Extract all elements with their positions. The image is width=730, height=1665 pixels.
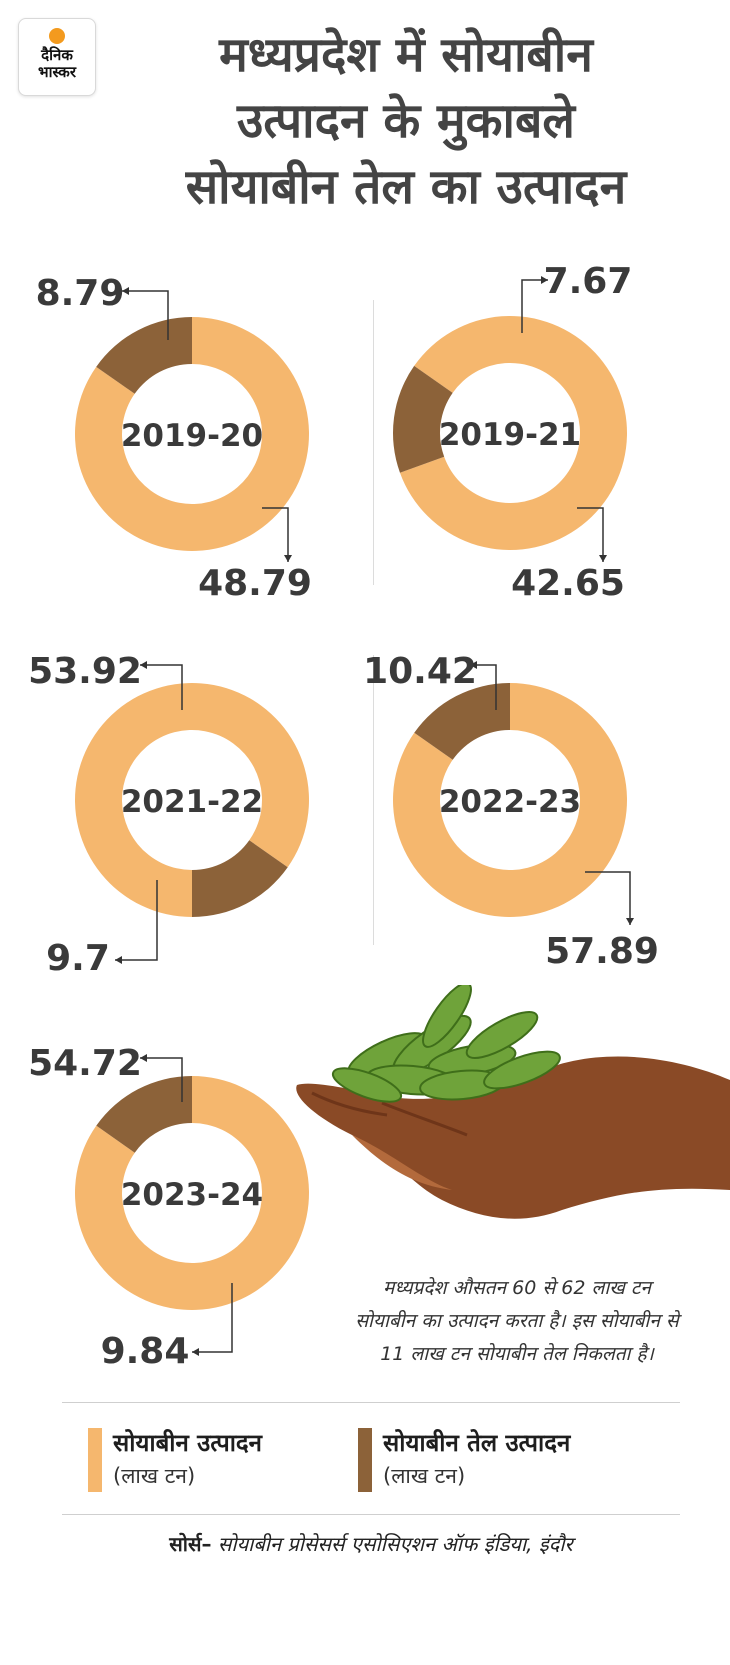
slice-oil (96, 1076, 192, 1153)
callout-line (577, 507, 604, 562)
callout-line (140, 664, 183, 710)
legend-oil-swatch (358, 1428, 372, 1492)
value-label-oil: 9.7 (46, 938, 110, 979)
title-line-2: उत्पादन के मुकाबले (237, 93, 575, 149)
hand-with-soybean-pods-image (296, 985, 730, 1219)
slice-oil (393, 365, 453, 473)
legend-soybean-label: सोयाबीन उत्पादन (113, 1429, 262, 1457)
value-label-oil: 8.79 (36, 273, 125, 314)
donut-year-label: 2023-24 (121, 1177, 263, 1213)
donut-chart-2023-24: 2023-24 54.72 9.84 (28, 1043, 309, 1372)
legend-oil-unit: (लाख टन) (383, 1464, 466, 1488)
value-label-soybean: 57.89 (545, 931, 659, 972)
slice-oil (414, 683, 510, 760)
donut-chart-2019-21: 2019-21 42.65 7.67 (393, 261, 632, 604)
value-label-oil: 10.42 (363, 651, 477, 692)
logo-line2: भास्कर (38, 63, 76, 81)
logo-line1: दैनिक (41, 46, 73, 64)
callout-line (521, 279, 548, 333)
callout-line (262, 507, 289, 562)
legend-soybean-unit: (लाख टन) (113, 1464, 196, 1488)
value-label-oil: 7.67 (544, 261, 633, 302)
column-divider-top (373, 300, 374, 585)
callout-line (470, 664, 497, 710)
donut-chart-2022-23: 2022-23 57.89 10.42 (363, 651, 659, 972)
donut-year-label: 2019-20 (121, 418, 263, 454)
page-title: मध्यप्रदेश में सोयाबीन उत्पादन के मुकाबल… (96, 22, 716, 220)
source-credit: सोर्स– सोयाबीन प्रोसेसर्स एसोसिएशन ऑफ इं… (62, 1530, 680, 1557)
callout-arrow (599, 555, 607, 562)
source-text: सोयाबीन प्रोसेसर्स एसोसिएशन ऑफ इंडिया, इ… (217, 1532, 573, 1556)
legend-oil-label: सोयाबीन तेल उत्पादन (383, 1429, 571, 1457)
title-line-1: मध्यप्रदेश में सोयाबीन (219, 27, 593, 83)
column-divider-middle (373, 655, 374, 945)
callout-arrow (115, 956, 122, 964)
dainik-bhaskar-logo: दैनिक भास्कर (18, 18, 96, 96)
callout-arrow (626, 918, 634, 925)
value-label-soybean: 48.79 (198, 563, 312, 604)
slice-soybean (399, 316, 627, 551)
callout-arrow (140, 1054, 147, 1062)
source-label: सोर्स– (169, 1532, 212, 1556)
callout-line (585, 871, 631, 925)
callout-line (115, 880, 158, 961)
callout-arrow (284, 555, 292, 562)
title-line-3: सोयाबीन तेल का उत्पादन (185, 159, 627, 215)
callout-arrow (470, 661, 477, 669)
value-label-soybean: 42.65 (511, 563, 625, 604)
slice-oil (192, 840, 288, 917)
callout-arrow (140, 661, 147, 669)
note-text: मध्यप्रदेश औसतन 60 से 62 लाख टन सोयाबीन … (355, 1277, 679, 1365)
donut-chart-2019-20: 2019-20 48.79 8.79 (36, 273, 312, 604)
callout-arrow (122, 287, 129, 295)
legend-divider-top (62, 1402, 680, 1403)
legend-soybean-swatch (88, 1428, 102, 1492)
legend-divider-bottom (62, 1514, 680, 1515)
donut-year-label: 2019-21 (439, 417, 581, 453)
slice-soybean (75, 317, 310, 551)
callout-line (140, 1057, 183, 1102)
callout-line (192, 1283, 233, 1353)
callout-line (122, 290, 169, 340)
value-label-soybean: 53.92 (28, 651, 142, 692)
slice-soybean (74, 1076, 309, 1311)
value-label-oil: 9.84 (101, 1331, 190, 1372)
logo-sun-icon (49, 28, 65, 44)
slice-soybean (74, 683, 309, 917)
callout-arrow (541, 276, 548, 284)
slice-soybean (392, 683, 627, 918)
value-label-soybean: 54.72 (28, 1043, 142, 1084)
callout-arrow (192, 1348, 199, 1356)
donut-chart-2021-22: 2021-22 53.92 9.7 (28, 651, 309, 979)
donut-year-label: 2022-23 (439, 784, 581, 820)
donut-year-label: 2021-22 (121, 784, 263, 820)
